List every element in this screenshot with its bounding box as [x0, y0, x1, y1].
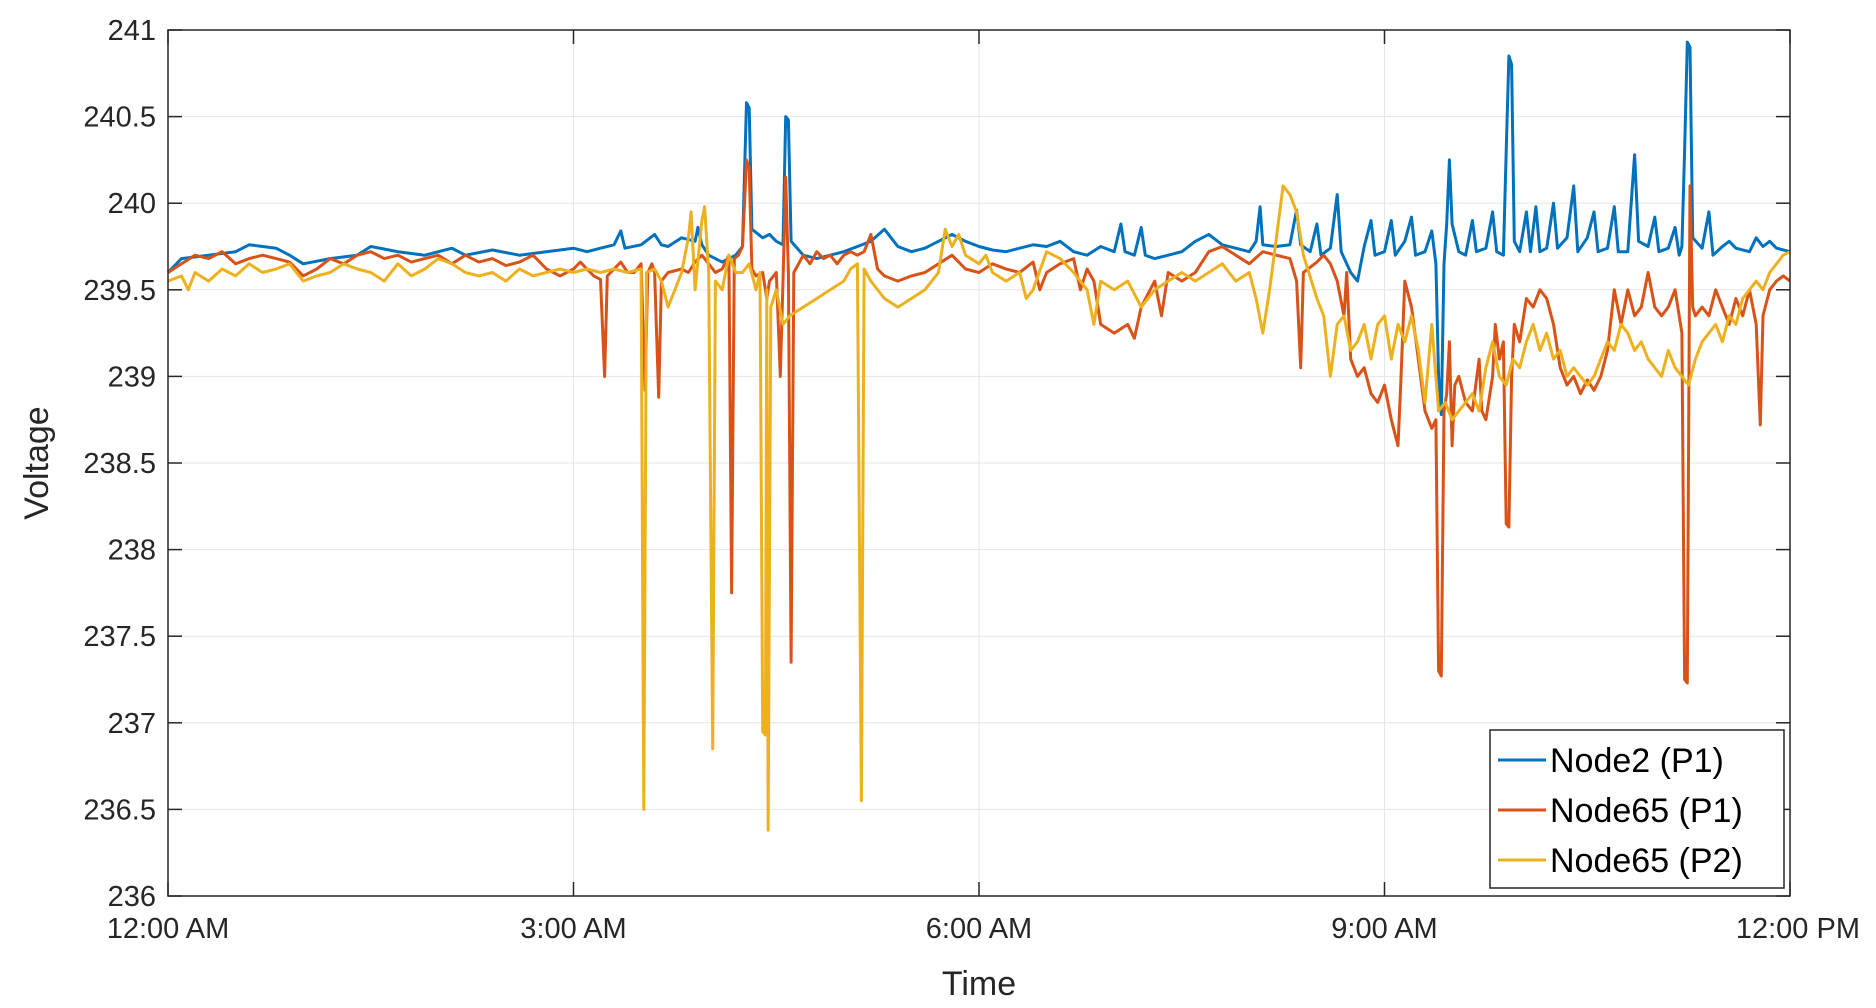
legend-label-3: Node65 (P2) [1550, 842, 1743, 880]
legend: Node2 (P1) Node65 (P1) Node65 (P2) [1489, 729, 1785, 889]
y-tick-label: 239 [108, 361, 156, 393]
x-tick-label: 6:00 AM [926, 913, 1032, 945]
x-tick-label: 3:00 AM [520, 913, 626, 945]
y-tick-label: 237.5 [83, 621, 156, 653]
series-line-3 [167, 184, 1791, 832]
x-tick-label: 12:00 PM [1736, 913, 1860, 945]
series-layer [166, 40, 1791, 832]
y-tick-labels: 236 236.5 237 237.5 238 238.5 239 239.5 240 240.5… [83, 15, 156, 913]
y-tick-label: 236 [108, 881, 156, 913]
y-tick-label: 238.5 [83, 448, 156, 480]
y-tick-label: 238 [108, 535, 156, 567]
legend-label-1: Node2 (P1) [1550, 742, 1724, 780]
y-tick-label: 241 [108, 15, 156, 47]
y-tick-label: 239.5 [83, 275, 156, 307]
series-line-2 [167, 158, 1791, 685]
y-axis-title: Voltage [18, 406, 56, 519]
legend-label-2: Node65 (P1) [1550, 792, 1743, 830]
x-tick-label: 12:00 AM [107, 913, 230, 945]
x-axis-title: Time [942, 965, 1016, 1003]
y-tick-label: 236.5 [83, 794, 156, 826]
x-tick-labels: 12:00 AM 3:00 AM 6:00 AM 9:00 AM 12:00 PM [107, 913, 1860, 945]
x-gridlines [573, 30, 1385, 896]
axis-ticks [167, 29, 1791, 897]
y-tick-label: 240.5 [83, 102, 156, 134]
y-tick-label: 240 [108, 188, 156, 220]
y-tick-label: 237 [108, 708, 156, 740]
x-tick-label: 9:00 AM [1331, 913, 1437, 945]
